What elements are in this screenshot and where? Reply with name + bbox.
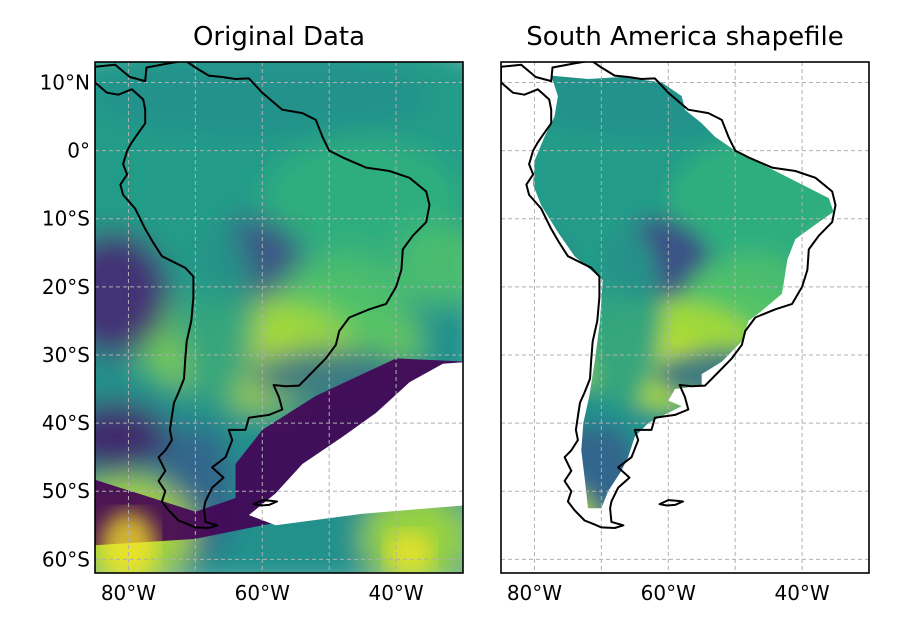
y-tick-label: 40°S	[42, 411, 90, 435]
gridlines-shapefile	[501, 62, 869, 573]
gridlines-original	[95, 62, 463, 573]
falklands-original	[252, 499, 278, 507]
x-tick-label: 80°W	[101, 581, 156, 605]
heatmap-original	[95, 62, 463, 573]
x-tick-label: 40°W	[368, 581, 423, 605]
coastline-shapefile	[501, 62, 837, 529]
y-tick-labels: 10°N 0° 10°S 20°S 30°S 40°S 50°S 60°S	[40, 70, 90, 571]
falklands-shapefile	[658, 499, 684, 507]
title-shapefile: South America shapefile	[526, 22, 843, 52]
no-data-region	[248, 362, 463, 526]
y-tick-label: 10°S	[42, 207, 90, 231]
title-original: Original Data	[193, 22, 365, 52]
x-tick-labels-original: 80°W 60°W 40°W	[101, 581, 424, 605]
x-tick-label: 60°W	[641, 581, 696, 605]
panel-original: Original Data 10°N 0° 10°S 20°S 30°S 40°S 50°S…	[40, 22, 464, 605]
y-tick-label: 0°	[67, 139, 90, 163]
coastline-original	[95, 62, 431, 529]
x-tick-labels-shapefile: 80°W 60°W 40°W	[507, 581, 830, 605]
x-tick-label: 40°W	[774, 581, 829, 605]
y-tick-label: 20°S	[42, 275, 90, 299]
y-tick-label: 30°S	[42, 343, 90, 367]
y-tick-label: 60°S	[42, 547, 90, 571]
axes-frame-original	[94, 61, 464, 574]
x-tick-label: 60°W	[235, 581, 290, 605]
panel-shapefile: South America shapefile 80°W 60°W 40°W	[500, 22, 870, 605]
x-tick-label: 80°W	[507, 581, 562, 605]
y-tick-label: 10°N	[40, 70, 90, 94]
axes-frame-shapefile	[500, 61, 870, 574]
y-tick-label: 50°S	[42, 479, 90, 503]
